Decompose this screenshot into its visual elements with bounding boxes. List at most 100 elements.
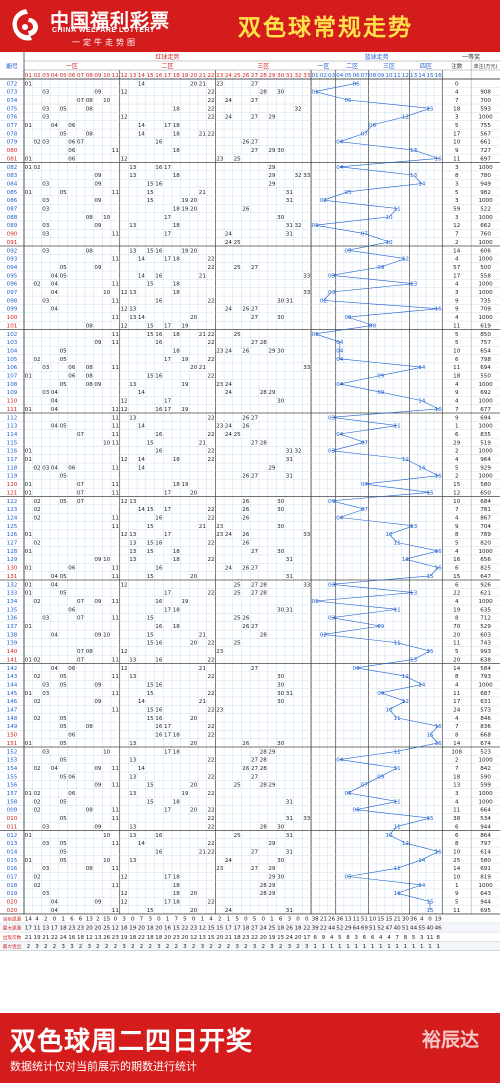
- red-ball-number: 21: [199, 849, 207, 855]
- blue-ball-number: 04: [336, 165, 344, 171]
- red-ball-number: 12: [120, 156, 127, 162]
- welfare-lottery-logo-icon: [12, 9, 38, 41]
- stats-red-value: 0: [114, 917, 118, 923]
- period-label: 092: [7, 248, 18, 254]
- blue-ball-number: 12: [402, 257, 409, 263]
- stats-blue-value: 4: [330, 935, 334, 941]
- prize-count: 8: [455, 674, 459, 680]
- prize-amount: 573: [480, 708, 491, 714]
- stats-blue-value: 1: [436, 944, 440, 950]
- red-ball-number: 28: [260, 891, 268, 897]
- stats-blue-value: 1: [313, 944, 317, 950]
- stats-blue-value: 6: [371, 935, 375, 941]
- header-blue-number: 06: [353, 73, 361, 79]
- red-ball-number: 31: [286, 198, 294, 204]
- red-ball-number: 16: [155, 624, 163, 630]
- stats-row: [0, 914, 500, 924]
- stats-blue-value: 1: [420, 944, 424, 950]
- stats-red-value: 2: [261, 944, 265, 950]
- stats-blue-value: 1: [371, 944, 375, 950]
- red-ball-number: 13: [129, 415, 137, 421]
- red-ball-number: 25: [234, 616, 242, 622]
- red-ball-number: 11: [112, 674, 120, 680]
- prize-amount: 864: [480, 833, 491, 839]
- red-ball-number: 22: [207, 808, 214, 814]
- red-ball-number: 13: [129, 307, 137, 313]
- stats-blue-value: 10: [369, 917, 377, 923]
- prize-count: 20: [453, 632, 461, 638]
- header-blue-zone-4: 四区: [420, 63, 432, 70]
- blue-ball-number: 03: [328, 415, 336, 421]
- stats-red-value: 2: [296, 944, 300, 950]
- blue-ball-number: 13: [410, 148, 418, 154]
- period-label: 132: [7, 582, 18, 588]
- prize-count: 10: [453, 140, 461, 146]
- red-ball-number: 07: [77, 616, 85, 622]
- blue-ball-number: 02: [320, 198, 327, 204]
- red-ball-number: 18: [173, 900, 181, 906]
- period-label: 009: [7, 808, 18, 814]
- red-ball-number: 24: [225, 115, 233, 121]
- prize-amount: 606: [480, 248, 491, 254]
- stats-blue-value: 51: [369, 926, 377, 932]
- red-ball-number: 04: [51, 900, 59, 906]
- red-ball-number: 08: [86, 106, 94, 112]
- red-ball-number: 13: [129, 858, 137, 864]
- red-ball-number: 17: [164, 215, 172, 221]
- stats-blue-value: 47: [385, 926, 393, 932]
- footer-brand: 裕辰达: [422, 1029, 480, 1051]
- red-ball-number: 26: [242, 624, 250, 630]
- stats-red-value: 2: [27, 944, 31, 950]
- red-ball-number: 22: [207, 724, 214, 730]
- period-label: 140: [7, 649, 18, 655]
- red-ball-number: 23: [216, 424, 224, 430]
- blue-ball-number: 07: [361, 232, 369, 238]
- red-ball-number: 03: [42, 90, 50, 96]
- red-ball-number: 15: [147, 799, 155, 805]
- red-ball-number: 31: [286, 457, 294, 463]
- header-blue-zone-2: 二区: [346, 63, 358, 70]
- period-label: 089: [7, 223, 18, 229]
- prize-amount: 599: [480, 783, 491, 789]
- red-ball-number: 33: [303, 532, 311, 538]
- stats-red-value: 1: [270, 917, 274, 923]
- red-ball-number: 16: [155, 407, 163, 413]
- period-label: 152: [7, 749, 18, 755]
- period-label: 114: [7, 432, 18, 438]
- stats-red-value: 1: [61, 917, 65, 923]
- red-ball-number: 22: [207, 758, 214, 764]
- red-ball-number: 20: [190, 365, 198, 371]
- red-ball-number: 29: [268, 348, 276, 354]
- prize-amount: 694: [480, 415, 491, 421]
- red-ball-number: 29: [268, 148, 276, 154]
- red-ball-number: 01: [25, 624, 33, 630]
- prize-amount: 519: [480, 440, 491, 446]
- period-label: 100: [7, 315, 18, 321]
- red-ball-number: 02: [33, 716, 40, 722]
- red-ball-number: 02: [33, 282, 40, 288]
- red-ball-number: 15: [147, 908, 155, 914]
- red-ball-number: 11: [112, 574, 120, 580]
- stats-blue-value: 46: [435, 926, 443, 932]
- prize-amount: 1000: [478, 165, 493, 171]
- header-red-number: 33: [303, 73, 311, 79]
- red-ball-number: 06: [68, 140, 76, 146]
- blue-ball-number: 03: [328, 616, 336, 622]
- prize-count: 4: [455, 599, 459, 605]
- blue-ball-number: 04: [336, 758, 344, 764]
- blue-ball-number: 15: [426, 733, 434, 739]
- stats-red-value: 1: [201, 917, 205, 923]
- red-ball-number: 05: [60, 474, 68, 480]
- stats-row: [0, 932, 500, 942]
- prize-count: 16: [453, 557, 461, 563]
- red-ball-number: 18: [173, 257, 181, 263]
- red-ball-number: 22: [207, 733, 214, 739]
- red-ball-number: 18: [173, 733, 181, 739]
- red-ball-number: 27: [251, 415, 259, 421]
- prize-count: 7: [455, 407, 459, 413]
- red-ball-number: 30: [277, 298, 285, 304]
- stats-red-value: 18: [277, 926, 285, 932]
- red-ball-number: 24: [225, 908, 233, 914]
- stats-red-value: 3: [148, 917, 152, 923]
- stats-blue-value: 1: [363, 944, 367, 950]
